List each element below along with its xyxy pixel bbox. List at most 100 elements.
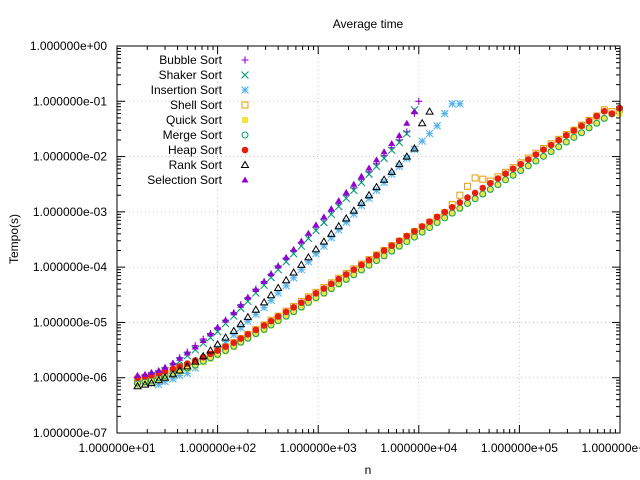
grid-lines [117, 46, 620, 433]
data-point [244, 335, 251, 342]
data-point [244, 293, 252, 300]
data-point [350, 180, 358, 187]
data-point [532, 157, 540, 165]
data-point [237, 335, 245, 342]
data-point [479, 184, 487, 192]
data-point [274, 289, 283, 297]
data-point [372, 162, 381, 171]
data-point [335, 281, 342, 288]
data-point [206, 330, 214, 337]
data-point [273, 283, 283, 291]
data-point [472, 195, 479, 202]
data-point [372, 182, 381, 191]
data-point [388, 140, 396, 147]
data-point [456, 205, 463, 212]
data-point [415, 97, 423, 105]
data-point [304, 257, 313, 266]
data-point [161, 373, 168, 380]
data-point [387, 167, 397, 175]
data-point [509, 165, 517, 173]
data-point [283, 313, 290, 320]
y-tick-label: 1.000000e-04 [33, 260, 107, 274]
data-point [327, 205, 335, 212]
data-point [199, 339, 208, 348]
data-point [403, 238, 410, 245]
data-point [252, 326, 260, 334]
data-point [141, 370, 149, 377]
x-tick-label: 1.000000e+02 [179, 441, 256, 455]
data-point [260, 303, 269, 312]
y-tick-label: 1.000000e+00 [30, 39, 107, 53]
data-point [586, 124, 593, 131]
data-point [259, 297, 269, 306]
data-point [251, 305, 261, 313]
legend-marker [241, 146, 249, 154]
legend-label: Insertion Sort [151, 83, 223, 97]
data-point [328, 286, 335, 293]
data-point [342, 271, 350, 278]
data-point [169, 375, 177, 383]
data-point [358, 261, 365, 269]
data-point [433, 121, 441, 130]
x-tick-label: 1.000000e+01 [78, 441, 155, 455]
x-tick-label: 1.000000e+05 [481, 441, 558, 455]
data-point [563, 132, 570, 139]
data-point [168, 369, 178, 378]
data-point [373, 251, 380, 259]
data-point [183, 351, 192, 360]
data-point [342, 218, 351, 227]
data-point [243, 317, 252, 326]
data-point [396, 237, 403, 245]
series-rank-sort [133, 107, 434, 390]
data-point [548, 148, 555, 155]
data-point [434, 219, 441, 226]
data-point [425, 129, 434, 138]
data-point [230, 343, 237, 350]
data-point [426, 224, 433, 231]
data-point [365, 170, 373, 179]
data-point [425, 107, 434, 115]
data-point [502, 176, 509, 183]
data-point [509, 171, 517, 179]
data-point [312, 221, 320, 228]
data-point [379, 175, 389, 183]
data-point [570, 134, 577, 141]
data-point [191, 357, 199, 364]
data-point [334, 226, 343, 234]
data-point [601, 107, 608, 115]
data-point [525, 162, 532, 169]
data-point [396, 243, 403, 250]
data-point [570, 133, 578, 141]
data-point [251, 310, 260, 319]
chart-title: Average time [333, 17, 404, 31]
data-point [169, 359, 177, 366]
data-point [155, 375, 162, 382]
data-point [190, 357, 200, 365]
data-point [357, 198, 366, 206]
data-point [364, 190, 374, 199]
y-tick-label: 1.000000e-07 [33, 426, 107, 440]
data-point [456, 199, 464, 206]
data-point [601, 115, 608, 122]
legend-label: Rank Sort [169, 158, 223, 172]
data-point [448, 99, 457, 108]
legend-marker [241, 86, 249, 94]
data-point [296, 260, 306, 268]
data-point [471, 174, 479, 182]
data-point [175, 366, 185, 374]
data-point [464, 194, 471, 201]
data-point [221, 337, 230, 346]
data-point [261, 326, 268, 333]
data-point [380, 148, 388, 155]
data-point [304, 252, 313, 261]
data-point [281, 275, 291, 284]
data-point [410, 144, 419, 152]
series-heap-sort [134, 104, 623, 382]
data-point [312, 226, 320, 235]
data-point [237, 301, 245, 308]
data-point [320, 213, 328, 220]
legend-label: Bubble Sort [159, 53, 222, 67]
data-point [341, 213, 351, 222]
data-point [237, 339, 244, 346]
legend-label: Heap Sort [168, 143, 223, 157]
